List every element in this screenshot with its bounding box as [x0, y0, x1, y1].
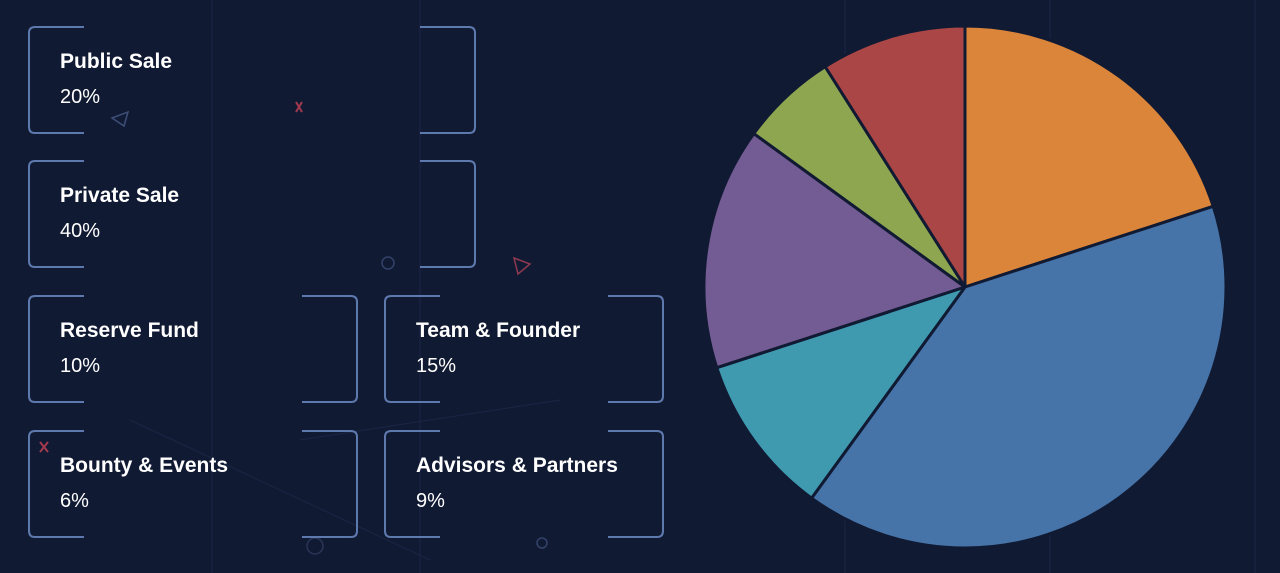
card-frame-bracket [384, 430, 440, 538]
circle-decoration-icon [536, 537, 548, 549]
allocation-label: Bounty & Events [60, 454, 229, 477]
card-frame-bracket [420, 26, 476, 134]
allocation-label: Private Sale [60, 184, 180, 207]
allocation-card-public-sale: Public Sale 20% [28, 26, 476, 134]
allocation-pie-chart [702, 24, 1228, 550]
card-frame [384, 430, 664, 538]
allocation-value: 20% [60, 86, 101, 108]
card-frame-bracket [608, 295, 664, 403]
triangle-decoration-icon [512, 256, 532, 276]
card-frame-bracket [28, 295, 84, 403]
card-frame [28, 430, 358, 538]
allocation-card-team-founder: Team & Founder 15% [384, 295, 664, 403]
allocation-card-bounty-events: Bounty & Events 6% [28, 430, 358, 538]
pie-slice-public-sale [963, 24, 1215, 289]
cross-decoration-icon [295, 101, 303, 113]
card-frame-bracket [608, 430, 664, 538]
card-frame [28, 160, 476, 268]
allocation-card-advisors-partners: Advisors & Partners 9% [384, 430, 664, 538]
pie-slice-team-founder [702, 132, 967, 370]
pie-slice-private-sale [810, 204, 1228, 550]
allocation-value: 10% [60, 355, 101, 377]
card-frame [384, 295, 664, 403]
card-frame [28, 295, 358, 403]
allocation-card-reserve-fund: Reserve Fund 10% [28, 295, 358, 403]
allocation-label: Public Sale [60, 50, 173, 73]
card-frame-bracket [28, 160, 84, 268]
card-frame-bracket [302, 295, 358, 403]
allocation-value: 6% [60, 490, 89, 512]
allocation-label: Advisors & Partners [416, 454, 618, 477]
card-frame-bracket [384, 295, 440, 403]
allocation-value: 9% [416, 490, 445, 512]
card-frame-bracket [28, 430, 84, 538]
card-frame-bracket [28, 26, 84, 134]
triangle-decoration-icon [110, 110, 130, 128]
pie-slice-advisors-partners [823, 24, 967, 289]
card-frame-bracket [302, 430, 358, 538]
allocation-value: 40% [60, 220, 101, 242]
circle-decoration-icon [306, 537, 324, 555]
allocation-value: 15% [416, 355, 457, 377]
card-frame-bracket [420, 160, 476, 268]
allocation-card-private-sale: Private Sale 40% [28, 160, 476, 268]
cross-decoration-icon [39, 441, 49, 453]
allocation-label: Team & Founder [416, 319, 581, 342]
card-frame [28, 26, 476, 134]
pie-slice-reserve-fund [715, 285, 967, 500]
circle-decoration-icon [381, 256, 395, 270]
allocation-label: Reserve Fund [60, 319, 199, 342]
